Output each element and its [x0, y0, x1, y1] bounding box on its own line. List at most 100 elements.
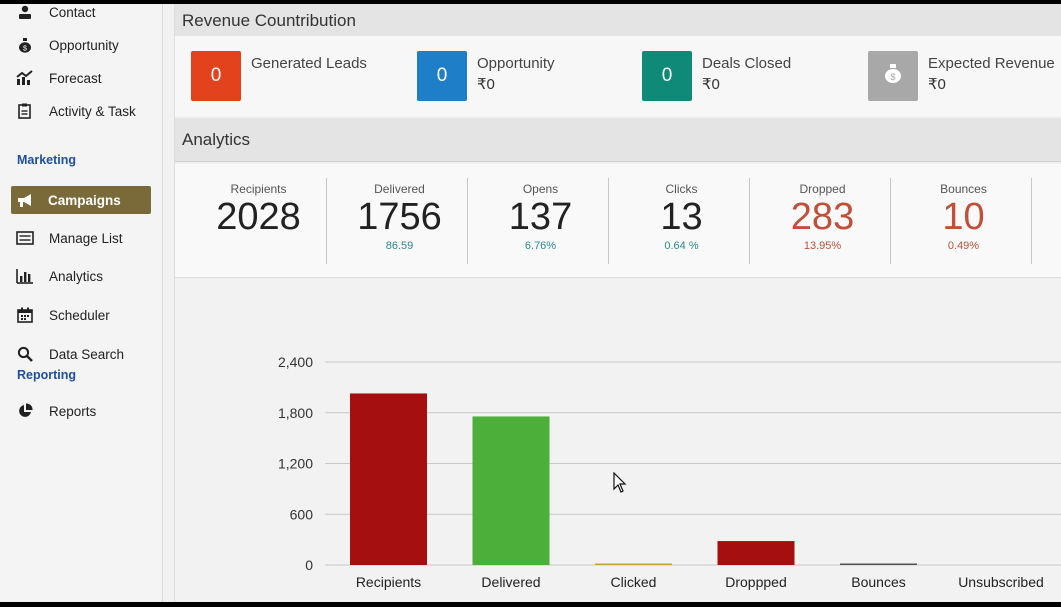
- revenue-card-deals-closed[interactable]: 0 Deals Closed ₹0: [642, 51, 791, 101]
- opportunity-label: Opportunity: [477, 55, 555, 72]
- sidebar-item-data-search[interactable]: Data Search: [0, 341, 163, 367]
- stat-label: Opens: [522, 182, 559, 196]
- stat-percent: 0.49%: [947, 240, 980, 252]
- sidebar-item-label: Data Search: [49, 346, 125, 362]
- sidebar-item-contact[interactable]: Contact: [0, 4, 163, 25]
- forecast-icon: [15, 69, 35, 87]
- sidebar-item-label: Activity & Task: [49, 103, 136, 119]
- bar-chart-icon: [15, 267, 35, 285]
- stat-label: Delivered: [374, 182, 425, 196]
- sidebar-item-label: Reports: [49, 403, 97, 419]
- stat-value: 2028: [216, 196, 301, 238]
- bar-bounces[interactable]: [840, 563, 917, 566]
- deals-closed-amount: ₹0: [702, 76, 720, 93]
- x-category-label: Bounces: [851, 574, 905, 590]
- stat-value: 10: [942, 196, 985, 238]
- stat-bounces[interactable]: Bounces 10 0.49%: [893, 182, 1034, 252]
- stat-value: 13: [660, 196, 703, 238]
- stat-label: Recipients: [230, 182, 287, 196]
- sidebar-item-label: Contact: [49, 4, 96, 20]
- stat-value: 137: [508, 196, 573, 238]
- y-tick-label: 600: [290, 506, 314, 522]
- stat-divider: [1031, 178, 1032, 264]
- deals-closed-label: Deals Closed: [702, 55, 792, 72]
- stat-recipients[interactable]: Recipients 2028: [188, 182, 329, 240]
- bar-droppped[interactable]: [717, 541, 795, 565]
- bar-clicked[interactable]: [595, 563, 672, 566]
- y-tick-label: 1,200: [278, 456, 313, 472]
- sidebar-item-manage-list[interactable]: Manage List: [0, 225, 163, 251]
- x-category-label: Clicked: [611, 574, 657, 590]
- sidebar-item-forecast[interactable]: Forecast: [0, 65, 163, 91]
- campaign-bar-chart: 0 600 1,200 1,800 2,400 Recipients Delivered Cl…: [175, 279, 1061, 602]
- svg-text:$: $: [890, 72, 895, 82]
- money-bag-icon: $: [882, 62, 904, 90]
- x-category-label: Delivered: [481, 574, 540, 590]
- analytics-title: Analytics: [182, 129, 251, 149]
- stat-dropped[interactable]: Dropped 283 13.95%: [752, 182, 893, 252]
- opportunity-amount: ₹0: [477, 76, 495, 93]
- bar-recipients[interactable]: [350, 393, 427, 565]
- analytics-stats-row: Recipients 2028 Delivered 1756 86.59 Ope…: [175, 164, 1061, 278]
- stat-label: Bounces: [940, 182, 987, 196]
- section-heading-marketing: Marketing: [17, 153, 77, 167]
- expected-revenue-amount: ₹0: [928, 76, 946, 93]
- section-heading-reporting: Reporting: [17, 368, 77, 382]
- generated-leads-label: Generated Leads: [251, 55, 367, 72]
- analytics-section-header: Analytics: [175, 118, 1061, 162]
- sidebar-item-analytics[interactable]: Analytics: [0, 263, 163, 289]
- revenue-card-opportunity[interactable]: 0 Opportunity ₹0: [417, 51, 555, 101]
- x-category-label: Droppped: [725, 574, 787, 590]
- expected-revenue-box: $: [868, 51, 918, 101]
- sidebar-item-reports[interactable]: Reports: [0, 398, 163, 424]
- app-frame: Contact $ Opportunity Forecast Activity …: [0, 4, 1061, 602]
- y-tick-label: 1,800: [278, 405, 313, 421]
- stat-percent: 6.76%: [524, 240, 557, 252]
- stat-percent: 13.95%: [803, 240, 842, 252]
- mouse-cursor-icon: [613, 472, 627, 493]
- revenue-card-expected-revenue[interactable]: $ Expected Revenue ₹0: [868, 51, 1055, 101]
- sidebar-item-activity-task[interactable]: Activity & Task: [0, 98, 163, 124]
- revenue-title: Revenue Countribution: [182, 10, 356, 30]
- chart-svg: 0 600 1,200 1,800 2,400 Recipients Delivered Cl…: [278, 354, 1061, 590]
- sidebar-item-scheduler[interactable]: Scheduler: [0, 302, 163, 328]
- bar-delivered[interactable]: [472, 416, 550, 565]
- stat-percent: 86.59: [385, 240, 414, 252]
- stat-divider: [608, 178, 609, 264]
- sidebar-item-label: Opportunity: [49, 37, 119, 53]
- stat-clicks[interactable]: Clicks 13 0.64 %: [611, 182, 752, 252]
- contact-icon: [15, 4, 35, 21]
- stat-opens[interactable]: Opens 137 6.76%: [470, 182, 611, 252]
- sidebar-item-campaigns[interactable]: Campaigns: [11, 186, 151, 214]
- sidebar-item-label: Campaigns: [48, 192, 121, 208]
- stat-percent: 0.64 %: [664, 240, 699, 252]
- x-category-label: Unsubscribed: [958, 574, 1044, 590]
- y-tick-label: 2,400: [278, 354, 313, 370]
- sidebar-item-label: Scheduler: [49, 307, 110, 323]
- activity-task-icon: [15, 102, 35, 120]
- stat-delivered[interactable]: Delivered 1756 86.59: [329, 182, 470, 252]
- expected-revenue-label: Expected Revenue: [928, 55, 1055, 72]
- y-tick-label: 0: [305, 557, 313, 573]
- stat-divider: [749, 178, 750, 264]
- megaphone-icon: [16, 191, 36, 209]
- search-icon: [15, 345, 35, 363]
- opportunity-count: 0: [417, 51, 467, 101]
- sidebar-item-label: Forecast: [49, 70, 102, 86]
- stat-divider: [326, 178, 327, 264]
- generated-leads-count: 0: [191, 51, 241, 101]
- pie-chart-icon: [15, 402, 35, 420]
- stat-value: 283: [790, 196, 855, 238]
- svg-text:$: $: [23, 46, 27, 53]
- list-icon: [15, 229, 35, 247]
- revenue-card-generated-leads[interactable]: 0 Generated Leads: [191, 51, 367, 101]
- money-bag-icon: $: [15, 36, 35, 54]
- stat-divider: [890, 178, 891, 264]
- sidebar-item-label: Analytics: [49, 268, 104, 284]
- stat-divider: [467, 178, 468, 264]
- main-content: Revenue Countribution 0 Generated Leads …: [174, 4, 1061, 602]
- revenue-cards-row: 0 Generated Leads 0 Opportunity ₹0 0 Dea…: [175, 36, 1061, 116]
- stat-label: Dropped: [799, 182, 846, 196]
- stat-label: Clicks: [665, 182, 698, 196]
- sidebar-item-opportunity[interactable]: $ Opportunity: [0, 32, 163, 58]
